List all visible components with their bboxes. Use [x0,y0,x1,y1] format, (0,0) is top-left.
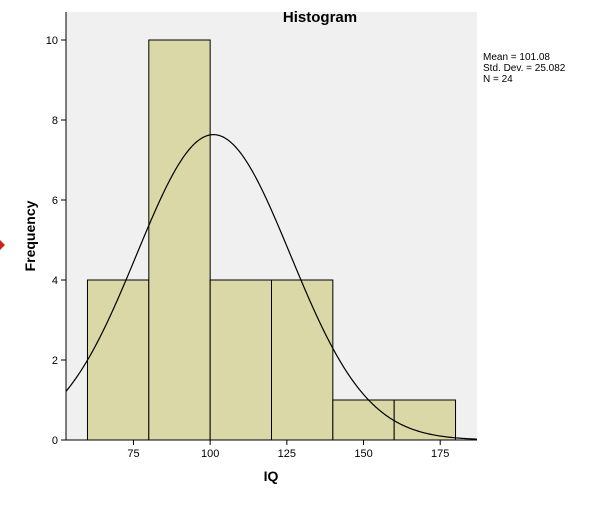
x-axis-label: IQ [264,468,279,484]
x-tick-label: 150 [354,448,372,460]
ticks-group: 75 100 125 150 175 0 2 4 6 8 10 [46,35,450,460]
bars-group [86,39,457,441]
x-tick-label: 100 [201,448,219,460]
y-tick-label: 10 [46,35,58,47]
stat-std-dev: Std. Dev. = 25.082 [483,63,566,74]
histogram-bar-4 [271,279,334,441]
histogram-bar-5 [332,399,395,441]
histogram-bar-2 [148,39,211,441]
y-axis-label: Frequency [22,200,38,271]
y-tick-label: 6 [52,195,58,207]
red-marker-icon [0,240,5,250]
y-tick-label: 2 [52,355,58,367]
x-tick-label: 175 [431,448,449,460]
histogram-bar-6 [393,399,457,441]
x-tick-label: 125 [278,448,296,460]
stat-mean: Mean = 101.08 [483,52,550,63]
x-tick-label: 75 [127,448,139,460]
histogram-bar-3 [209,279,273,441]
stat-n: N = 24 [483,74,513,85]
chart-title: Histogram [283,9,357,26]
y-tick-label: 0 [52,435,58,447]
histogram-bar-1 [86,279,150,441]
y-tick-label: 8 [52,115,58,127]
y-tick-label: 4 [52,275,58,287]
normal-curve [65,134,478,440]
axes-group [65,12,477,441]
